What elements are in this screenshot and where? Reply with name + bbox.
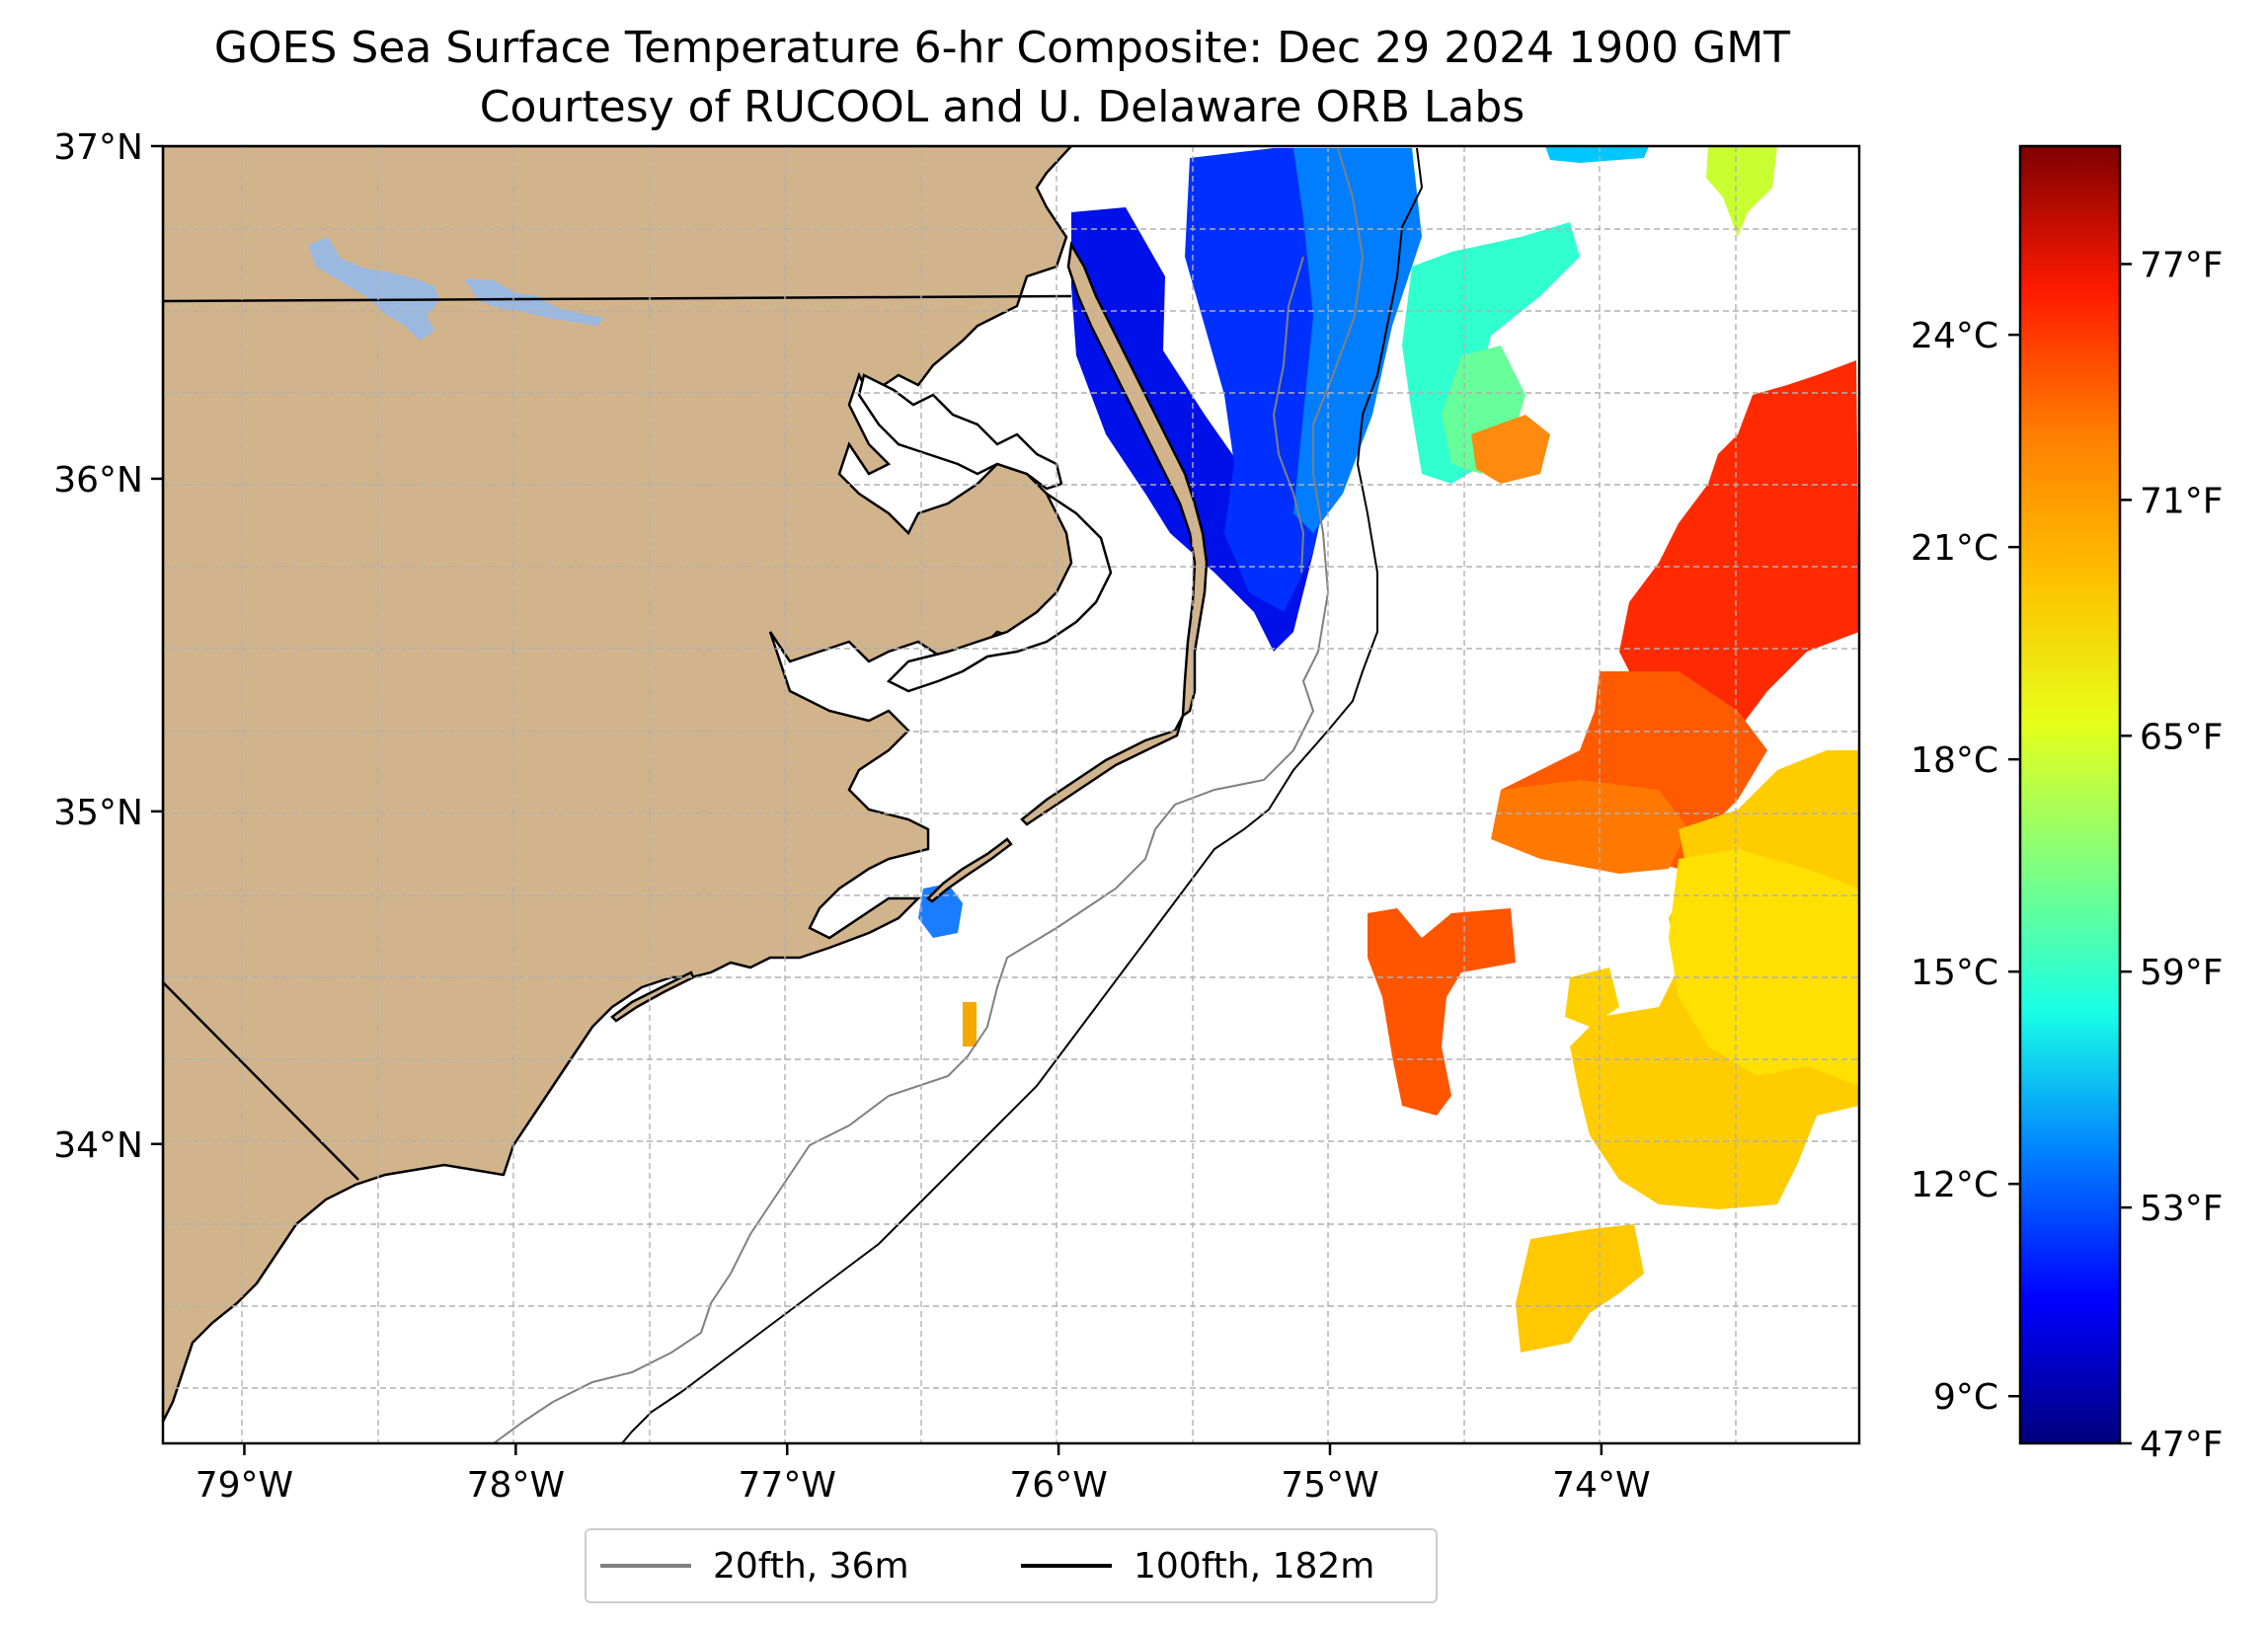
outer-banks-south bbox=[1020, 715, 1185, 826]
nc-sc-border bbox=[163, 981, 359, 1181]
celsius-tick-label: 21°C bbox=[1911, 528, 1998, 569]
mainland bbox=[163, 146, 1098, 1423]
sst-patch-gold-west bbox=[1565, 968, 1619, 1027]
sst-patch-cyan-top bbox=[1545, 146, 1649, 163]
isobath-20fth-inner bbox=[1272, 256, 1305, 574]
sst-patch-gold-lower bbox=[1516, 1224, 1644, 1353]
celsius-tick-label: 12°C bbox=[1911, 1165, 1998, 1205]
land-layer bbox=[163, 146, 1209, 1423]
lon-tick-label: 76°W bbox=[1009, 1465, 1107, 1506]
sst-patch-yellow-warm bbox=[1669, 849, 1859, 1086]
longitude-axis: 79°W 78°W 77°W 76°W 75°W 74°W bbox=[196, 1443, 1651, 1506]
colorbar bbox=[2018, 144, 2122, 1445]
lat-tick-label: 35°N bbox=[53, 793, 143, 833]
map-subtitle: Courtesy of RUCOOL and U. Delaware ORB L… bbox=[479, 82, 1525, 132]
outer-banks-north bbox=[1066, 241, 1209, 719]
sst-patch-red-core bbox=[1619, 360, 1859, 760]
celsius-tick-label: 18°C bbox=[1911, 740, 1998, 781]
sst-patch-orange-bar bbox=[963, 1002, 977, 1046]
lon-tick-label: 78°W bbox=[467, 1465, 565, 1506]
isobath-100fth bbox=[621, 147, 1424, 1443]
sst-patch-orange-tongue bbox=[1491, 780, 1688, 874]
legend-label-100fth: 100fth, 182m bbox=[1134, 1545, 1375, 1587]
albemarle-sound bbox=[857, 373, 1063, 491]
fahrenheit-tick-label: 53°F bbox=[2140, 1189, 2224, 1229]
fahrenheit-tick-label: 77°F bbox=[2140, 245, 2224, 285]
fahrenheit-tick-label: 59°F bbox=[2140, 953, 2224, 993]
lat-tick-label: 34°N bbox=[53, 1125, 143, 1166]
plot-frame bbox=[161, 144, 1861, 1445]
shackleford-banks bbox=[926, 837, 1013, 903]
latitude-axis: 37°N 36°N 35°N 34°N bbox=[53, 127, 163, 1166]
legend-label-20fth: 20fth, 36m bbox=[713, 1545, 909, 1587]
celsius-tick-label: 9°C bbox=[1933, 1377, 1998, 1418]
lon-tick-label: 74°W bbox=[1552, 1465, 1650, 1506]
colorbar-fahrenheit-axis: 77°F 71°F 65°F 59°F 53°F 47°F bbox=[2120, 245, 2224, 1465]
legend-swatch-100fth bbox=[1021, 1564, 1112, 1568]
isobath-legend: 20fth, 36m 100fth, 182m bbox=[585, 1528, 1438, 1603]
legend-item-20fth: 20fth, 36m bbox=[600, 1530, 909, 1601]
lon-tick-label: 75°W bbox=[1281, 1465, 1378, 1506]
colorbar-celsius-axis: 24°C 21°C 18°C 15°C 12°C 9°C bbox=[1911, 316, 2020, 1418]
pamlico-sound bbox=[886, 490, 1113, 693]
legend-item-100fth: 100fth, 182m bbox=[1021, 1530, 1374, 1601]
fahrenheit-tick-label: 47°F bbox=[2140, 1425, 2224, 1465]
celsius-tick-label: 24°C bbox=[1911, 316, 1998, 356]
gaston-lake bbox=[464, 278, 604, 326]
lat-tick-label: 37°N bbox=[53, 127, 143, 168]
lon-tick-label: 77°W bbox=[739, 1465, 836, 1506]
gridlines bbox=[163, 146, 1859, 1443]
sst-patch-orange-small bbox=[1471, 415, 1550, 484]
nc-va-border bbox=[163, 294, 1072, 303]
map-title: GOES Sea Surface Temperature 6-hr Compos… bbox=[213, 23, 1791, 73]
lon-tick-label: 79°W bbox=[196, 1465, 293, 1506]
kerr-lake bbox=[308, 237, 439, 341]
lat-tick-label: 36°N bbox=[53, 460, 143, 501]
sst-patch-blue-band bbox=[1293, 148, 1422, 533]
sst-patch-orange-eddy bbox=[1368, 908, 1516, 1116]
sst-patch-yellowgreen-top bbox=[1706, 146, 1777, 237]
celsius-tick-label: 15°C bbox=[1911, 953, 1998, 993]
cape-lookout-islands bbox=[610, 970, 695, 1023]
fahrenheit-tick-label: 65°F bbox=[2140, 717, 2224, 757]
legend-swatch-20fth bbox=[600, 1564, 691, 1568]
sst-data-layer bbox=[918, 146, 1859, 1353]
fahrenheit-tick-label: 71°F bbox=[2140, 481, 2224, 521]
